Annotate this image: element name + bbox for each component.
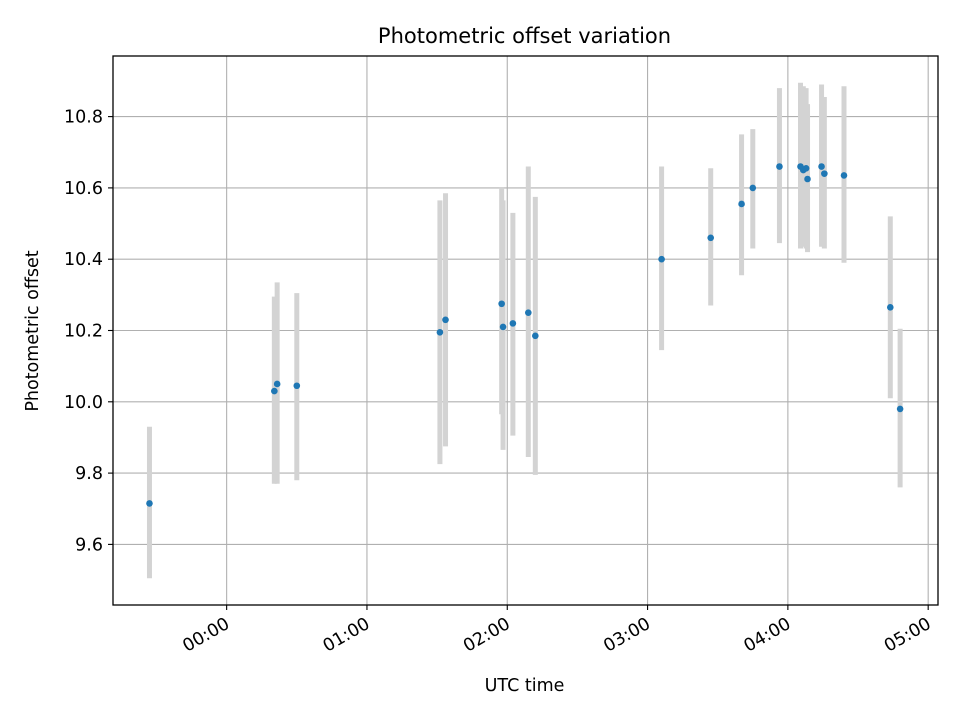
data-point [802,164,810,172]
data-point [442,316,449,324]
y-tick-label: 9.6 [75,535,103,555]
y-tick-label: 10.2 [64,322,103,342]
data-point [738,200,745,208]
data-point [896,405,904,413]
data-point [273,380,281,388]
data-point [840,172,848,179]
data-point [436,328,444,336]
data-point [749,184,757,192]
data-points [146,163,904,507]
y-tick-label: 10.0 [64,393,103,413]
data-point [886,304,894,311]
y-tick-label: 10.4 [64,250,103,270]
chart-title: Photometric offset variation [378,24,671,48]
data-point [499,323,507,331]
data-point [509,320,517,327]
data-point [146,500,153,507]
data-point [776,163,783,170]
data-point [532,332,539,340]
data-point [525,309,532,316]
data-point [658,255,665,263]
y-tick-label: 10.6 [64,179,103,199]
data-point [818,163,825,170]
data-point [271,387,278,395]
data-point [498,300,505,308]
y-tick-label: 9.8 [75,464,103,484]
y-axis-ticks: 9.6 9.8 10.0 10.2 10.4 10.6 10.8 [64,108,113,555]
y-axis-label: Photometric offset [23,250,43,411]
data-point [293,382,301,390]
x-axis-label: UTC time [485,676,565,696]
data-point [804,175,811,183]
y-tick-label: 10.8 [64,108,103,128]
data-point [821,170,828,177]
data-point [707,234,715,242]
